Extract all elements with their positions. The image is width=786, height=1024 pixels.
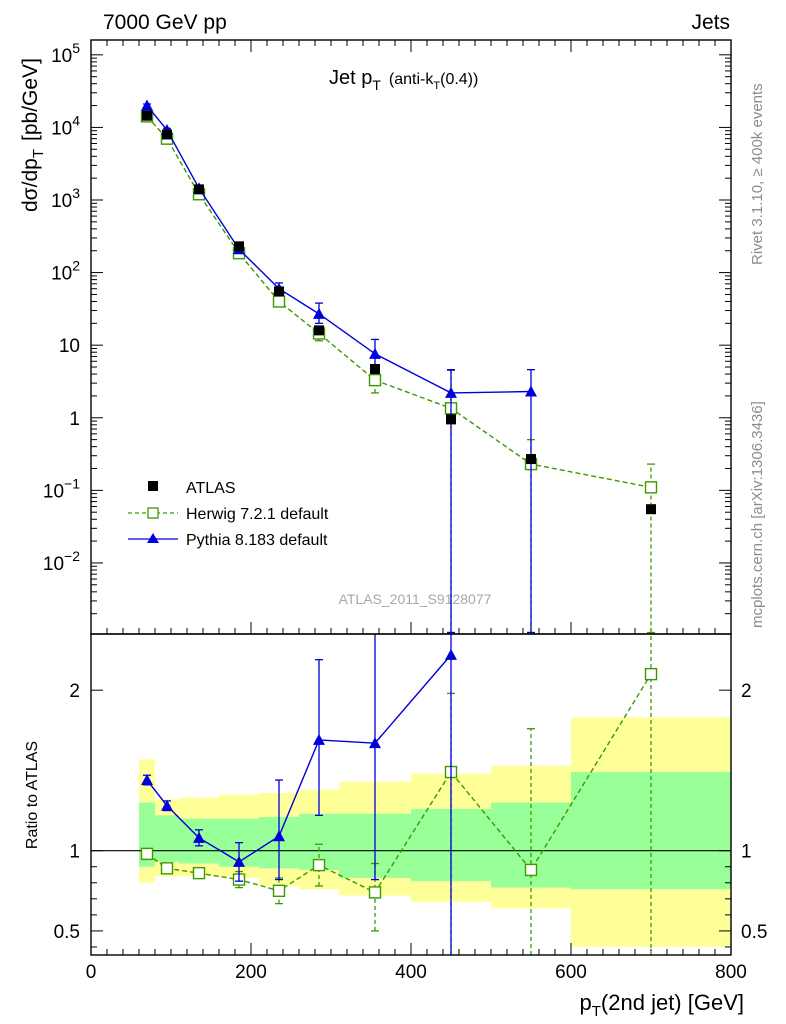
x-tick-label: 600 bbox=[555, 962, 587, 983]
atlas-marker bbox=[646, 504, 656, 515]
herwig-ratio-marker bbox=[192, 866, 206, 880]
y-tick-label-main: 10−2 bbox=[43, 548, 80, 575]
process-label: Jets bbox=[691, 11, 730, 34]
herwig-ratio-marker bbox=[160, 862, 174, 875]
pythia-ratio-marker bbox=[273, 830, 285, 842]
pythia-ratio-marker bbox=[161, 799, 173, 811]
pythia-marker bbox=[445, 386, 457, 398]
rivet-label: Rivet 3.1.10, ≥ 400k events bbox=[749, 83, 766, 265]
x-axis-label: pT(2nd jet) [GeV] bbox=[580, 990, 745, 1020]
ratio-y-tick-label-right: 1 bbox=[741, 842, 752, 863]
mcplots-label: mcplots.cern.ch [arXiv:1306.3436] bbox=[749, 401, 766, 628]
herwig-ratio-marker bbox=[524, 863, 538, 877]
atlas-marker bbox=[142, 110, 152, 121]
x-tick-label: 0 bbox=[86, 962, 97, 983]
title-small-sub: T bbox=[433, 80, 440, 92]
plot-layer: 10610510410310210110−110−202004006008002… bbox=[43, 39, 767, 983]
title-main: Jet p bbox=[329, 67, 372, 89]
y-tick-label-main: 103 bbox=[51, 185, 80, 212]
pythia-marker bbox=[313, 307, 325, 319]
main-y-axis-label: dσ/dpT [pb/GeV] bbox=[19, 58, 47, 212]
y-tick-label-main: 102 bbox=[51, 258, 80, 285]
legend-pythia-label: Pythia 8.183 default bbox=[186, 532, 328, 549]
pythia-marker bbox=[369, 347, 381, 359]
ratio-y-tick-label-left: 2 bbox=[69, 681, 80, 702]
x-tick-label: 800 bbox=[715, 962, 747, 983]
y-tick-label-main: 104 bbox=[51, 112, 80, 139]
x-tick-label: 400 bbox=[395, 962, 427, 983]
title-small: (anti-k bbox=[389, 71, 434, 88]
legend-herwig-marker bbox=[147, 507, 159, 519]
energy-label: 7000 GeV pp bbox=[103, 11, 227, 34]
title-sub: T bbox=[372, 77, 381, 93]
plot-title: Jet pT (anti-kT(0.4)) bbox=[329, 67, 478, 93]
y-tick-label-main: 10 bbox=[59, 336, 80, 357]
atlas-marker bbox=[234, 241, 244, 252]
pythia-ratio-line bbox=[146, 654, 452, 863]
legend-herwig-label: Herwig 7.2.1 default bbox=[186, 506, 329, 523]
uncertainty-band-inner bbox=[155, 815, 179, 862]
pythia-ratio-marker bbox=[193, 831, 205, 843]
atlas-marker bbox=[446, 414, 456, 425]
xlabel-rest: (2nd jet) [GeV] bbox=[601, 990, 744, 1015]
analysis-watermark: ATLAS_2011_S9128077 bbox=[339, 591, 492, 607]
herwig-line bbox=[146, 115, 652, 489]
legend-atlas-marker bbox=[148, 481, 158, 491]
ratio-panel-frame bbox=[90, 633, 732, 956]
herwig-ratio-marker bbox=[368, 886, 382, 899]
pythia-marker bbox=[525, 385, 537, 397]
ratio-y-tick-label-left: 0.5 bbox=[54, 922, 80, 943]
atlas-marker bbox=[526, 454, 536, 465]
herwig-marker bbox=[644, 481, 658, 494]
ratio-y-axis-label: Ratio to ATLAS bbox=[24, 741, 41, 849]
legend: ATLAS Herwig 7.2.1 default Pythia 8.183 … bbox=[128, 480, 329, 549]
pythia-ratio-marker bbox=[445, 648, 457, 660]
y-tick-label-main: 1 bbox=[69, 409, 80, 430]
herwig-marker bbox=[272, 295, 286, 308]
uncertainty-band-inner bbox=[571, 772, 731, 890]
xlabel-sub: T bbox=[592, 1003, 601, 1020]
legend-atlas-label: ATLAS bbox=[186, 480, 236, 497]
title-small-end: (0.4)) bbox=[440, 71, 478, 88]
ylabel-units: [pb/GeV] bbox=[19, 58, 42, 141]
x-tick-label: 200 bbox=[235, 962, 267, 983]
herwig-ratio-marker bbox=[644, 667, 658, 681]
atlas-marker bbox=[162, 129, 172, 140]
herwig-marker bbox=[368, 373, 382, 387]
y-tick-label-main: 105 bbox=[51, 40, 80, 67]
ratio-y-tick-label-left: 1 bbox=[69, 842, 80, 863]
ylabel-main: dσ/dp bbox=[19, 158, 42, 212]
atlas-marker bbox=[314, 325, 324, 336]
atlas-marker bbox=[194, 184, 204, 195]
pythia-marker bbox=[141, 99, 153, 111]
pythia-ratio-marker bbox=[233, 855, 245, 867]
atlas-marker bbox=[370, 363, 380, 374]
y-tick-label-main: 10−1 bbox=[43, 475, 80, 502]
pythia-ratio-marker bbox=[141, 774, 153, 786]
atlas-marker bbox=[274, 286, 284, 297]
ratio-y-tick-label-right: 2 bbox=[741, 681, 752, 702]
ylabel-sub: T bbox=[30, 149, 47, 158]
pythia-ratio-marker bbox=[369, 737, 381, 749]
ratio-y-tick-label-right: 0.5 bbox=[741, 922, 767, 943]
pythia-ratio-marker bbox=[313, 733, 325, 745]
legend-pythia-marker bbox=[147, 533, 159, 543]
herwig-ratio-marker bbox=[312, 858, 326, 872]
herwig-ratio-marker bbox=[140, 847, 154, 861]
xlabel-main: p bbox=[580, 990, 592, 1015]
herwig-ratio-line bbox=[146, 673, 652, 894]
herwig-ratio-marker bbox=[272, 884, 286, 897]
